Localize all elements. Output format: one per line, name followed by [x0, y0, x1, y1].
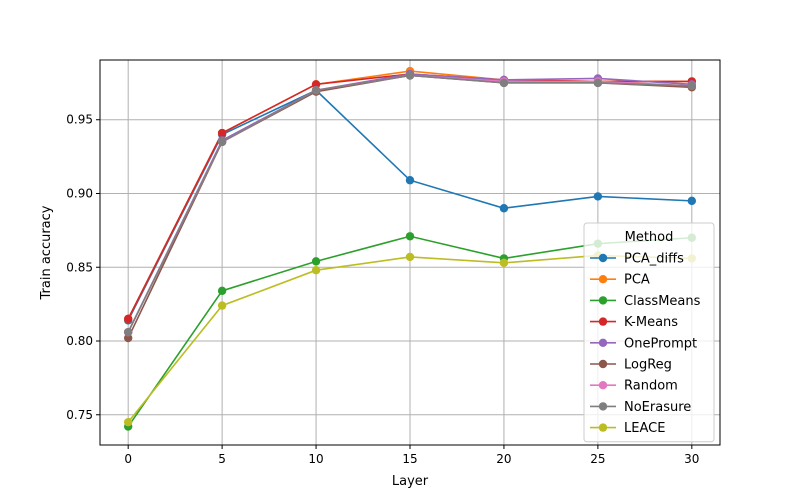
legend-marker-oneprompt	[598, 338, 608, 347]
legend-label-k-means: K-Means	[624, 315, 678, 330]
x-tick-label: 0	[124, 452, 132, 466]
legend-entry-logreg: LogReg	[590, 358, 672, 373]
y-tick-label: 0.75	[66, 408, 93, 422]
data-point-noerasure	[217, 137, 227, 147]
x-axis-label: Layer	[392, 474, 429, 489]
legend-entry-leace: LEACE	[590, 421, 665, 436]
data-point-pca-diffs	[405, 176, 415, 185]
legend-marker-noerasure	[598, 402, 608, 411]
legend-marker-random	[598, 381, 608, 390]
data-point-pca-diffs	[499, 204, 509, 213]
legend-label-pca-diffs: PCA_diffs	[624, 252, 684, 267]
x-tick-label: 25	[590, 452, 605, 466]
data-point-noerasure	[687, 81, 697, 91]
y-tick-label: 0.85	[66, 260, 93, 274]
legend-marker-pca	[598, 275, 608, 284]
legend-marker-k-means	[598, 317, 608, 326]
data-point-noerasure	[405, 71, 415, 80]
legend-entry-pca-diffs: PCA_diffs	[590, 252, 684, 267]
legend-marker-leace	[598, 423, 608, 432]
legend-label-noerasure: NoErasure	[624, 400, 691, 415]
data-point-noerasure	[499, 78, 509, 88]
y-tick-label: 0.95	[66, 113, 93, 127]
data-point-k-means	[311, 80, 321, 89]
data-point-classmeans	[217, 286, 227, 296]
legend-label-logreg: LogReg	[624, 358, 672, 373]
data-point-noerasure	[123, 327, 133, 337]
data-point-pca-diffs	[593, 192, 603, 201]
y-axis-ticks: 0.75 0.80 0.85 0.90 0.95	[66, 113, 100, 422]
legend-label-pca: PCA	[624, 273, 650, 288]
data-point-k-means	[217, 128, 227, 138]
legend-label-oneprompt: OnePrompt	[624, 336, 697, 351]
legend-label-random: Random	[624, 379, 678, 394]
x-tick-label: 20	[496, 452, 511, 466]
data-point-leace	[405, 252, 415, 262]
data-point-classmeans	[311, 257, 321, 266]
series-noerasure	[123, 71, 697, 337]
legend-entry-noerasure: NoErasure	[590, 400, 691, 415]
data-point-leace	[123, 417, 133, 427]
y-tick-label: 0.80	[66, 334, 93, 348]
y-axis-label: Train accuracy	[39, 205, 54, 300]
legend-entry-random: Random	[590, 379, 678, 394]
legend-marker-classmeans	[598, 296, 608, 305]
legend-box	[583, 222, 715, 443]
data-point-logreg	[123, 333, 133, 343]
data-point-classmeans	[405, 232, 415, 241]
x-axis-ticks: 0 5 10 15 20 25 30	[124, 445, 699, 466]
legend-title: Method	[625, 230, 674, 245]
x-tick-label: 10	[308, 452, 323, 466]
y-tick-label: 0.90	[66, 186, 93, 200]
legend-label-classmeans: ClassMeans	[624, 294, 701, 309]
legend-entry-classmeans: ClassMeans	[590, 294, 701, 309]
legend-marker-logreg	[598, 359, 608, 369]
data-point-leace	[217, 301, 227, 310]
legend: Method PCA_diffs PCA ClassMeans K-Means OnePr…	[583, 222, 715, 443]
data-point-pca-diffs	[687, 196, 697, 206]
legend-marker-pca-diffs	[598, 253, 608, 263]
data-point-leace	[499, 258, 509, 268]
x-tick-label: 5	[218, 452, 226, 466]
data-point-k-means	[123, 314, 133, 324]
legend-entry-pca: PCA	[590, 273, 650, 288]
x-tick-label: 30	[684, 452, 699, 466]
data-point-noerasure	[593, 78, 603, 88]
data-point-noerasure	[311, 86, 321, 95]
data-point-leace	[311, 266, 321, 275]
legend-entry-oneprompt: OnePrompt	[590, 336, 697, 351]
legend-label-leace: LEACE	[624, 421, 665, 436]
x-tick-label: 15	[402, 452, 417, 466]
legend-entry-k-means: K-Means	[590, 315, 678, 330]
